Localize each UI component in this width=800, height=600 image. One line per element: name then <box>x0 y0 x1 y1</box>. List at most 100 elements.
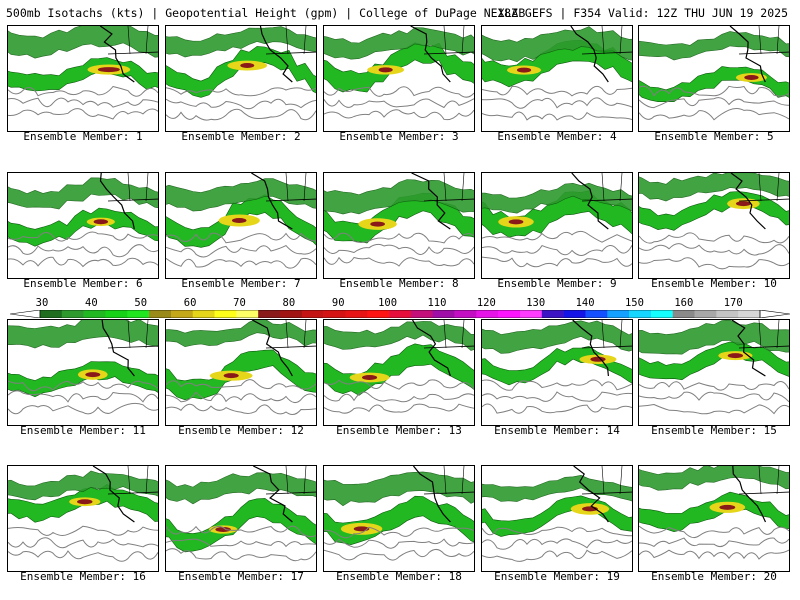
height-contour <box>324 109 474 121</box>
state-border <box>601 173 623 202</box>
ensemble-map-panel <box>481 465 633 572</box>
colorbar-swatch <box>280 310 303 318</box>
height-contour <box>639 537 789 548</box>
jet-stream-band <box>8 361 158 398</box>
colorbar-tick-label: 100 <box>378 297 398 309</box>
height-contour <box>324 548 474 561</box>
jet-stream-band <box>8 320 158 349</box>
jet-stream-band <box>166 178 316 212</box>
jet-stream-band <box>166 46 316 98</box>
colorbar-tick-label: 90 <box>331 297 345 309</box>
ensemble-member-label: Ensemble Member: 20 <box>651 570 777 583</box>
jet-core-red <box>516 67 532 73</box>
country-border <box>265 491 316 495</box>
ensemble-map-panel <box>638 172 790 279</box>
height-contour <box>324 379 474 390</box>
isotach-map <box>8 320 158 415</box>
jet-core-red <box>362 374 378 380</box>
country-border <box>738 491 789 495</box>
height-contour <box>639 525 789 539</box>
jet-stream-band <box>482 474 632 502</box>
ensemble-map-panel <box>7 25 159 132</box>
state-border <box>285 26 307 55</box>
jet-core-red <box>97 67 120 73</box>
country-border <box>423 198 474 202</box>
jet-stream-band <box>639 173 789 202</box>
height-contour <box>166 108 316 121</box>
jet-stream-band <box>482 495 632 537</box>
state-border <box>758 466 780 495</box>
colorbar-tick-label: 150 <box>624 297 644 309</box>
height-contour <box>166 525 316 538</box>
ensemble-member-label: Ensemble Member: 2 <box>181 130 301 143</box>
colorbar-swatch <box>83 310 106 318</box>
ensemble-member-label: Ensemble Member: 4 <box>497 130 617 143</box>
isotach-map <box>8 173 158 268</box>
ensemble-map-panel <box>165 319 317 426</box>
height-contour <box>639 85 789 97</box>
colorbar-swatch <box>170 310 194 318</box>
height-contour <box>482 379 632 391</box>
isotach-map <box>324 466 474 561</box>
country-border <box>738 198 789 202</box>
colorbar-swatch <box>520 310 543 318</box>
colorbar-tick-label: 130 <box>526 297 546 309</box>
state-border <box>758 320 780 349</box>
isotach-map <box>482 173 632 268</box>
colorbar-swatch <box>454 310 477 318</box>
jet-stream-band <box>324 343 474 396</box>
isotach-map <box>324 320 474 414</box>
state-border <box>285 320 307 349</box>
colorbar-swatch <box>563 310 586 318</box>
height-contour <box>8 108 158 120</box>
state-border <box>285 173 307 202</box>
colorbar-swatch <box>236 310 259 318</box>
height-contour <box>166 232 316 244</box>
jet-core-red <box>215 526 231 532</box>
isotach-map <box>639 26 789 121</box>
height-contour <box>166 87 316 97</box>
jet-stream-band <box>324 179 474 215</box>
colorbar-swatch <box>672 310 695 318</box>
jet-stream-band <box>482 320 632 354</box>
height-contour <box>324 391 474 403</box>
isotach-map <box>324 173 474 267</box>
height-contour <box>8 256 158 268</box>
state-border <box>285 466 307 495</box>
ensemble-member-label: Ensemble Member: 10 <box>651 277 777 290</box>
country-border <box>265 51 316 55</box>
isotach-colorbar: 30 40 50 60 70 80 90 100 110 120 130 140 150 160 170 <box>10 297 790 319</box>
jet-stream-band <box>166 320 316 348</box>
colorbar-swatch <box>61 310 84 318</box>
ensemble-map-panel <box>7 172 159 279</box>
colorbar-tick-label: 80 <box>282 297 296 309</box>
colorbar-tick-label: 120 <box>476 297 496 309</box>
jet-stream-band <box>324 27 474 60</box>
jet-stream-band <box>639 491 789 533</box>
colorbar-swatch <box>345 310 368 318</box>
height-contour <box>482 85 632 97</box>
country-border <box>107 491 158 495</box>
colorbar-swatch <box>367 310 390 318</box>
ensemble-member-label: Ensemble Member: 17 <box>178 570 304 583</box>
ensemble-member-label: Ensemble Member: 15 <box>651 424 777 437</box>
jet-stream-band <box>166 498 316 553</box>
jet-core-red <box>85 372 101 378</box>
height-contour <box>8 97 158 108</box>
ensemble-map-panel <box>323 319 475 426</box>
jet-stream-band <box>639 31 789 61</box>
height-contour <box>482 230 632 243</box>
height-contour <box>324 538 474 549</box>
ensemble-map-panel <box>323 172 475 279</box>
jet-core-red <box>508 219 524 225</box>
ensemble-map-panel <box>323 25 475 132</box>
height-contour <box>324 403 474 414</box>
isotach-map <box>639 320 789 415</box>
jet-stream-band <box>8 57 158 92</box>
colorbar-swatch <box>323 310 346 318</box>
height-contour <box>639 97 789 109</box>
ensemble-map-panel <box>481 25 633 132</box>
isotach-map <box>166 173 316 269</box>
ensemble-member-label: Ensemble Member: 6 <box>23 277 143 290</box>
jet-stream-band <box>8 26 158 59</box>
